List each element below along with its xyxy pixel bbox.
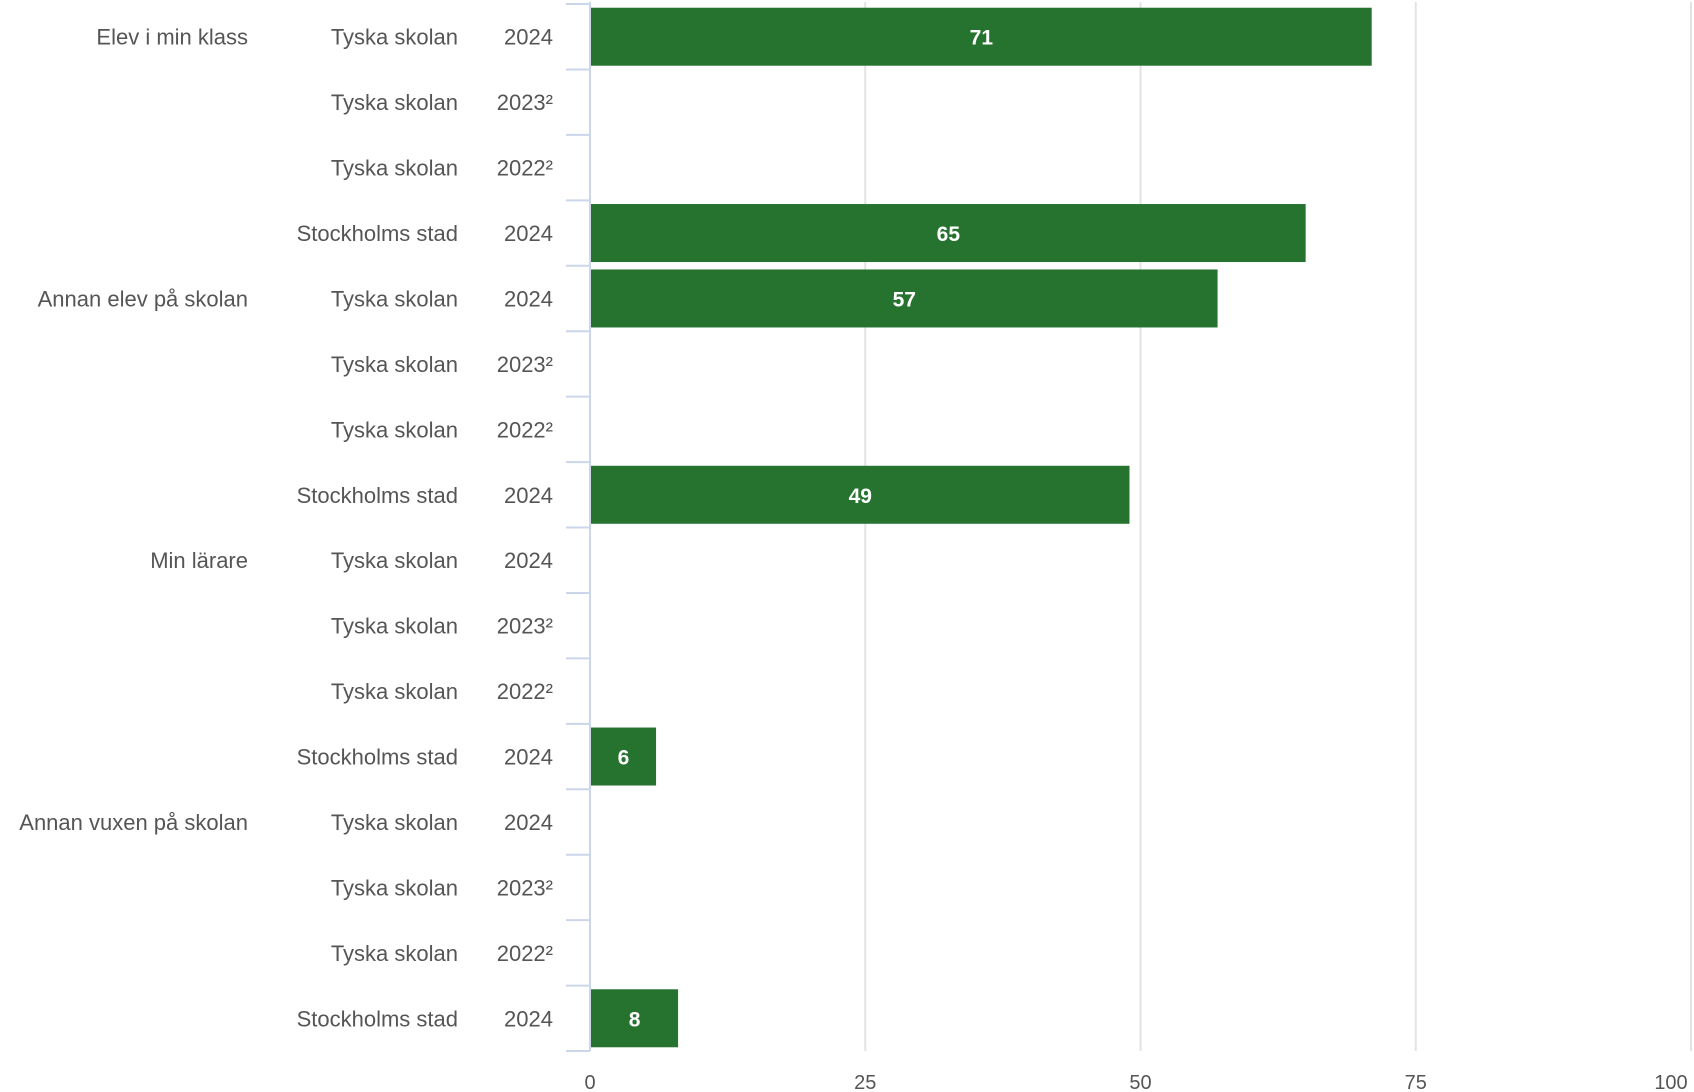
axis-layer: 0 25 50 75 100 — [566, 2, 1688, 1092]
year-label: 2024 — [504, 286, 553, 311]
school-label: Tyska skolan — [331, 90, 458, 115]
school-label: Tyska skolan — [331, 679, 458, 704]
school-label: Stockholms stad — [297, 1006, 458, 1031]
year-label: 2024 — [504, 221, 553, 246]
year-label: 2022² — [497, 679, 553, 704]
school-label: Tyska skolan — [331, 810, 458, 835]
year-label: 2024 — [504, 1006, 553, 1031]
year-label: 2023² — [497, 875, 553, 900]
year-label: 2024 — [504, 745, 553, 770]
bar-value-label: 6 — [618, 747, 630, 770]
year-label: 2024 — [504, 548, 553, 573]
school-label: Tyska skolan — [331, 941, 458, 966]
year-label: 2023² — [497, 90, 553, 115]
x-tick-label: 25 — [854, 1072, 876, 1092]
grid-layer — [865, 2, 1691, 1051]
bar-value-label: 8 — [629, 1008, 641, 1031]
category-label: Annan vuxen på skolan — [19, 810, 248, 835]
school-label: Stockholms stad — [297, 483, 458, 508]
school-label: Tyska skolan — [331, 286, 458, 311]
bar-value-label: 71 — [970, 27, 994, 50]
year-label: 2023² — [497, 352, 553, 377]
x-tick-label: 75 — [1405, 1072, 1427, 1092]
category-label: Annan elev på skolan — [38, 286, 248, 311]
bar-value-label: 65 — [937, 223, 961, 246]
year-label: 2024 — [504, 483, 553, 508]
year-label: 2022² — [497, 941, 553, 966]
school-label: Tyska skolan — [331, 352, 458, 377]
label-layer: Elev i min klass Tyska skolan 2024 71 Tyska … — [19, 25, 993, 1032]
category-label: Min lärare — [150, 548, 248, 573]
year-label: 2022² — [497, 417, 553, 442]
x-tick-label: 100 — [1654, 1072, 1687, 1092]
year-label: 2022² — [497, 156, 553, 181]
bar-value-label: 49 — [849, 485, 872, 508]
x-tick-label: 50 — [1129, 1072, 1151, 1092]
year-label: 2024 — [504, 810, 553, 835]
school-label: Stockholms stad — [297, 221, 458, 246]
bar-layer — [591, 8, 1372, 1048]
school-label: Tyska skolan — [331, 417, 458, 442]
category-label: Elev i min klass — [96, 25, 248, 50]
school-label: Tyska skolan — [331, 875, 458, 900]
school-label: Tyska skolan — [331, 25, 458, 50]
bar-value-label: 57 — [893, 288, 916, 311]
year-label: 2023² — [497, 614, 553, 639]
school-label: Tyska skolan — [331, 548, 458, 573]
school-label: Stockholms stad — [297, 745, 458, 770]
year-label: 2024 — [504, 25, 553, 50]
school-label: Tyska skolan — [331, 156, 458, 181]
school-label: Tyska skolan — [331, 614, 458, 639]
x-tick-label: 0 — [584, 1072, 595, 1092]
